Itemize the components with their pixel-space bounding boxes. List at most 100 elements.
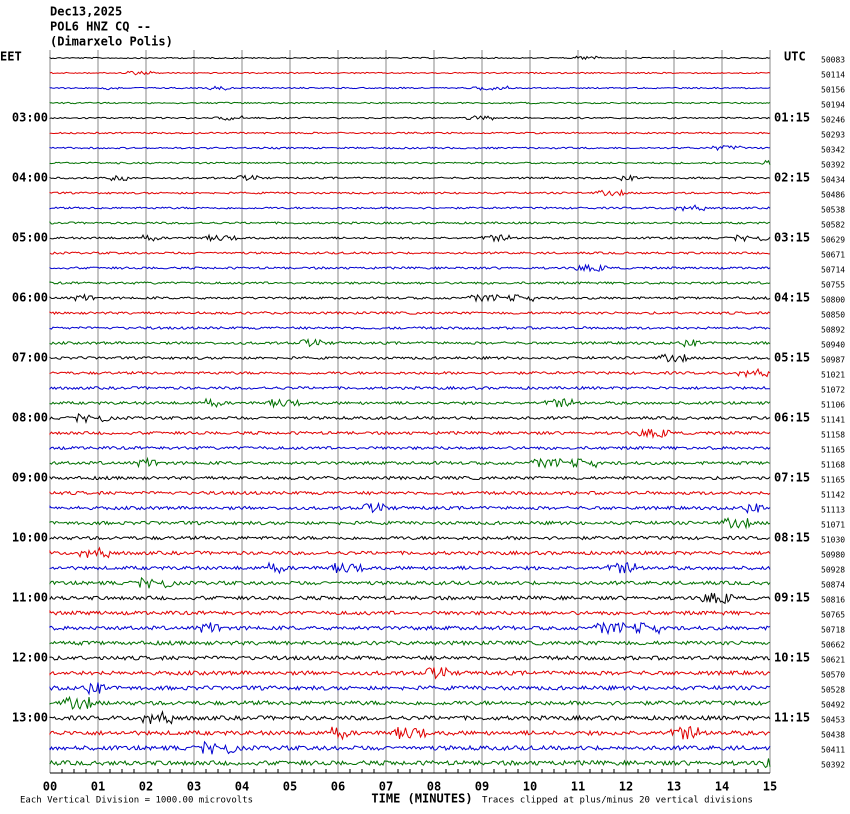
x-tick-label: 10 xyxy=(523,780,537,794)
trace-offset: 50928 xyxy=(821,566,845,575)
trace xyxy=(49,221,771,225)
trace-offset: 51021 xyxy=(821,371,845,380)
trace xyxy=(49,233,771,243)
header-line: (Dimarxelo Polis) xyxy=(50,35,173,49)
trace-offset: 51165 xyxy=(821,446,845,455)
trace-offset: 50392 xyxy=(821,761,845,770)
left-time-label: 06:00 xyxy=(12,291,48,305)
left-time-label: 13:00 xyxy=(12,711,48,725)
trace xyxy=(49,576,771,589)
right-time-label: 03:15 xyxy=(774,231,810,245)
right-time-label: 10:15 xyxy=(774,651,810,665)
trace-offset: 50194 xyxy=(821,101,845,110)
trace xyxy=(49,131,771,135)
trace xyxy=(49,85,771,91)
right-time-label: 09:15 xyxy=(774,591,810,605)
trace-offset: 51072 xyxy=(821,386,845,395)
trace-offset: 50621 xyxy=(821,656,845,665)
x-tick-label: 08 xyxy=(427,780,441,794)
right-time-label: 11:15 xyxy=(774,711,810,725)
trace xyxy=(49,293,771,303)
trace xyxy=(49,639,771,647)
right-time-label: 05:15 xyxy=(774,351,810,365)
trace-offset: 50392 xyxy=(821,161,845,170)
trace-offset: 50850 xyxy=(821,311,845,320)
trace-offset: 51071 xyxy=(821,521,845,530)
x-tick-label: 00 xyxy=(43,780,57,794)
trace xyxy=(49,204,771,212)
trace-offset: 50156 xyxy=(821,86,845,95)
trace-offset: 51106 xyxy=(821,401,845,410)
trace xyxy=(49,188,771,197)
left-time-label: 09:00 xyxy=(12,471,48,485)
trace-offset: 50987 xyxy=(821,356,845,365)
right-axis-title: UTC xyxy=(784,50,806,64)
x-tick-label: 12 xyxy=(619,780,633,794)
x-tick-label: 01 xyxy=(91,780,105,794)
trace xyxy=(49,385,770,391)
left-time-label: 08:00 xyxy=(12,411,48,425)
trace xyxy=(49,353,771,364)
left-axis-title: EET xyxy=(0,50,22,64)
trace xyxy=(49,682,771,696)
trace-offset: 50434 xyxy=(821,176,845,185)
trace-offset: 50800 xyxy=(821,296,845,305)
trace-offset: 50293 xyxy=(821,131,845,140)
trace-offset: 50718 xyxy=(821,626,845,635)
trace-offset: 50528 xyxy=(821,686,845,695)
trace xyxy=(49,428,771,439)
trace xyxy=(49,311,771,315)
trace xyxy=(49,666,771,680)
trace-offset: 50714 xyxy=(821,266,845,275)
x-tick-label: 09 xyxy=(475,780,489,794)
trace xyxy=(49,725,771,741)
trace xyxy=(49,115,771,121)
trace-offset: 51113 xyxy=(821,506,845,515)
trace xyxy=(49,517,771,530)
trace-offset: 50582 xyxy=(821,221,845,230)
trace-offset: 50538 xyxy=(821,206,845,215)
trace xyxy=(49,159,771,165)
trace xyxy=(49,251,770,255)
trace xyxy=(49,101,771,105)
left-time-label: 07:00 xyxy=(12,351,48,365)
trace xyxy=(49,592,771,605)
trace-offset: 51142 xyxy=(821,491,845,500)
trace-offset: 51168 xyxy=(821,461,845,470)
trace xyxy=(49,546,771,559)
right-time-label: 06:15 xyxy=(774,411,810,425)
trace xyxy=(49,326,771,331)
x-tick-label: 14 xyxy=(715,780,729,794)
left-time-label: 05:00 xyxy=(12,231,48,245)
right-time-label: 08:15 xyxy=(774,531,810,545)
left-time-label: 11:00 xyxy=(12,591,48,605)
left-time-label: 04:00 xyxy=(12,171,48,185)
trace-offset: 50486 xyxy=(821,191,845,200)
trace xyxy=(49,55,771,61)
trace xyxy=(49,535,771,541)
right-time-label: 04:15 xyxy=(774,291,810,305)
trace xyxy=(49,740,771,755)
clip-note: Traces clipped at plus/minus 20 vertical… xyxy=(482,796,753,806)
trace xyxy=(49,367,771,379)
x-tick-label: 03 xyxy=(187,780,201,794)
trace-offset: 50662 xyxy=(821,641,845,650)
trace-offset: 51165 xyxy=(821,476,845,485)
x-tick-label: 07 xyxy=(379,780,393,794)
trace-offset: 50874 xyxy=(821,581,845,590)
x-tick-label: 11 xyxy=(571,780,585,794)
trace-offset: 51030 xyxy=(821,536,845,545)
trace xyxy=(49,445,771,451)
x-tick-label: 06 xyxy=(331,780,345,794)
trace xyxy=(49,621,771,636)
trace xyxy=(49,758,771,769)
trace-offset: 50114 xyxy=(821,71,845,80)
trace xyxy=(49,174,771,182)
trace-offset: 50765 xyxy=(821,611,845,620)
right-time-label: 01:15 xyxy=(774,111,810,125)
trace-offset: 50342 xyxy=(821,146,845,155)
x-tick-label: 15 xyxy=(763,780,777,794)
x-tick-label: 04 xyxy=(235,780,249,794)
left-time-label: 12:00 xyxy=(12,651,48,665)
